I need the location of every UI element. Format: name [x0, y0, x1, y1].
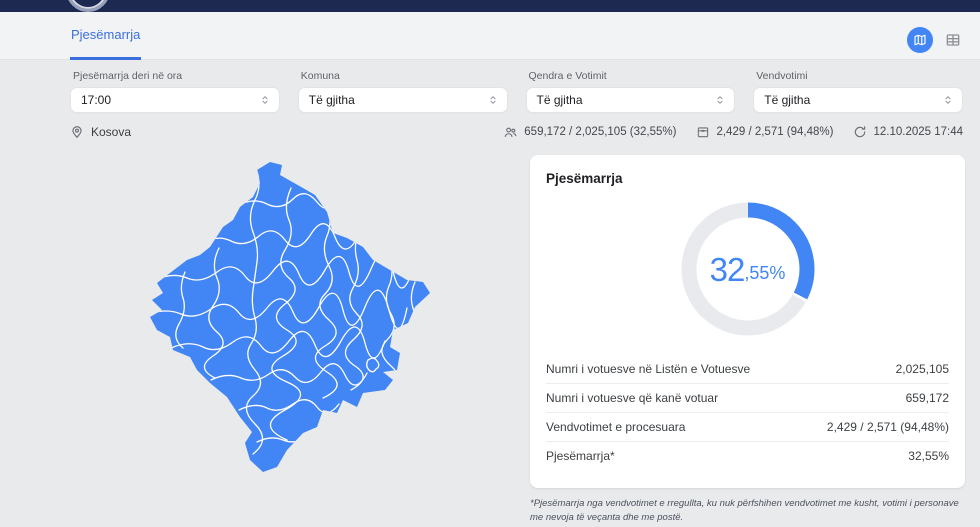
- filter-vendvotimi-value: Të gjitha: [764, 93, 811, 107]
- filter-vendvotimi: Vendvotimi Të gjitha: [753, 70, 963, 113]
- enclave-outline: [366, 357, 380, 373]
- row-label: Pjesëmarrja*: [546, 449, 615, 463]
- participation-card: Pjesëmarrja 32,55% Numri i votuesve në L…: [530, 155, 965, 488]
- filter-hour-value: 17:00: [81, 93, 112, 107]
- row-value: 2,429 / 2,571 (94,48%): [826, 420, 949, 434]
- filter-vendvotimi-select[interactable]: Të gjitha: [753, 87, 963, 113]
- donut-arc: [681, 202, 814, 336]
- view-toggle: [907, 27, 964, 53]
- filter-komuna: Komuna Të gjitha: [297, 70, 508, 113]
- map-icon: [914, 34, 926, 46]
- stats-bar: Kosova 659,172 / 2,025,105 (32,55%) 2,42…: [70, 121, 963, 143]
- tab-pjesemarrja[interactable]: Pjesëmarrja: [70, 12, 142, 60]
- donut-percentage-main: 32: [709, 250, 746, 288]
- filter-qendra-label: Qendra e Votimit: [528, 70, 607, 82]
- chevron-updown-icon: [489, 96, 496, 104]
- kosovo-map[interactable]: [145, 152, 460, 485]
- stat-voters: 659,172 / 2,025,105 (32,55%): [503, 125, 676, 140]
- filter-qendra-select[interactable]: Të gjitha: [525, 87, 736, 113]
- row-value: 659,172: [905, 391, 949, 405]
- tab-pjesemarrja-label: Pjesëmarrja: [71, 27, 141, 42]
- table-row: Numri i votuesve që kanë votuar 659,172: [546, 383, 949, 412]
- filter-hour: Pjesëmarrja deri në ora 17:00: [70, 70, 280, 113]
- filter-hour-select[interactable]: 17:00: [70, 87, 280, 113]
- chevron-updown-icon: [717, 96, 723, 104]
- table-icon: [946, 34, 960, 46]
- chevron-updown-icon: [262, 96, 268, 104]
- location-label: Kosova: [91, 125, 132, 139]
- donut-percentage: 32,55%: [673, 194, 823, 344]
- row-value: 32,55%: [908, 449, 949, 463]
- filter-komuna-label: Komuna: [300, 70, 340, 82]
- stat-updated: 12.10.2025 17:44: [853, 125, 963, 139]
- row-label: Numri i votuesve që kanë votuar: [546, 391, 719, 405]
- table-row: Vendvotimet e procesuara 2,429 / 2,571 (…: [546, 412, 949, 441]
- card-footnote: *Pjesëmarrja nga vendvotimet e rregullta…: [530, 498, 959, 523]
- kqz-logo: [66, 0, 110, 12]
- filter-komuna-value: Të gjitha: [308, 93, 355, 107]
- filter-vendvotimi-label: Vendvotimi: [756, 70, 808, 82]
- stat-voters-value: 659,172 / 2,025,105 (32,55%): [524, 126, 677, 138]
- filters-row: Pjesëmarrja deri në ora 17:00 Komuna Të …: [70, 70, 963, 113]
- table-row: Numri i votuesve në Listën e Votuesve 2,…: [546, 354, 949, 383]
- stats-table: Numri i votuesve në Listën e Votuesve 2,…: [546, 354, 949, 470]
- donut-percentage-decimals: ,55%: [744, 263, 786, 283]
- map-view-button[interactable]: [907, 27, 933, 53]
- stat-updated-value: 12.10.2025 17:44: [873, 126, 963, 138]
- refresh-icon: [853, 125, 867, 139]
- table-row: Pjesëmarrja* 32,55%: [546, 441, 949, 470]
- filter-komuna-select[interactable]: Të gjitha: [297, 87, 508, 113]
- filter-qendra: Qendra e Votimit Të gjitha: [525, 70, 736, 113]
- row-label: Numri i votuesve në Listën e Votuesve: [546, 361, 751, 376]
- stat-stations-value: 2,429 / 2,571 (94,48%): [716, 126, 834, 138]
- filter-hour-label: Pjesëmarrja deri në ora: [73, 70, 183, 82]
- kosovo-outline: [150, 162, 430, 472]
- location-pin-icon: [72, 126, 82, 139]
- top-header: [0, 0, 980, 12]
- row-value: 2,025,105: [895, 361, 949, 376]
- card-title: Pjesëmarrja: [546, 171, 623, 186]
- participation-donut: 32,55%: [673, 194, 823, 344]
- ballot-box-icon: [696, 125, 710, 139]
- people-icon: [503, 125, 518, 140]
- filter-qendra-value: Të gjitha: [536, 93, 583, 107]
- stat-stations: 2,429 / 2,571 (94,48%): [696, 125, 833, 139]
- stats-group: 659,172 / 2,025,105 (32,55%) 2,429 / 2,5…: [503, 125, 963, 140]
- chevron-updown-icon: [945, 96, 951, 104]
- row-label: Vendvotimet e procesuara: [546, 420, 686, 434]
- tab-strip: Pjesëmarrja: [0, 12, 980, 60]
- table-view-button[interactable]: [942, 29, 964, 51]
- location-indicator: Kosova: [70, 125, 131, 139]
